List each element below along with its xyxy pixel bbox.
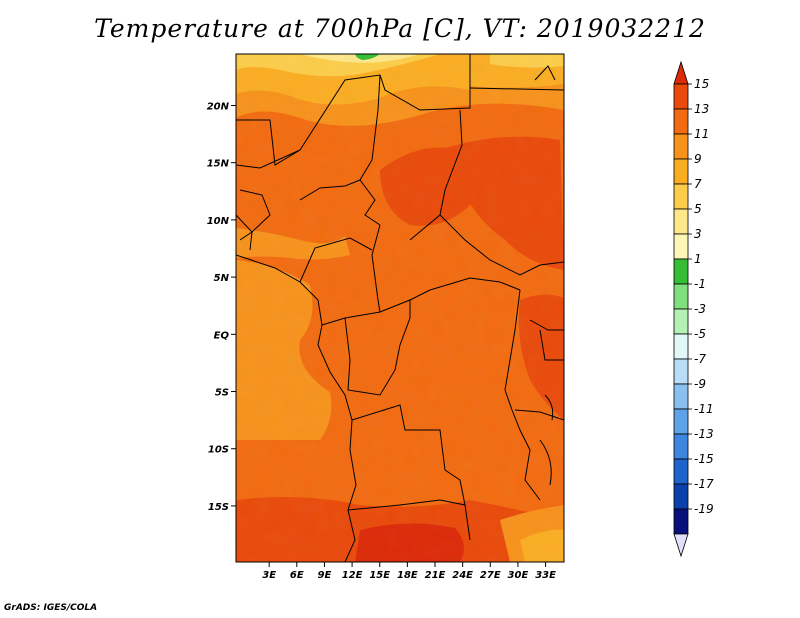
lon-tick-label: 21E xyxy=(425,570,446,581)
colorbar-swatch xyxy=(673,483,689,510)
colorbar-label: -19 xyxy=(694,502,714,516)
colorbar-label: -1 xyxy=(694,277,706,291)
lon-tick-label: 12E xyxy=(342,570,363,581)
colorbar-swatch xyxy=(673,183,689,210)
lon-tick-label: 3E xyxy=(262,570,276,581)
lat-tick-label: 15N xyxy=(207,159,230,170)
map-title: Temperature at 700hPa [C], VT: 201903221… xyxy=(94,14,706,43)
footer-credit: GrADS: IGES/COLA xyxy=(4,603,98,613)
lat-tick-label: 20N xyxy=(207,101,230,112)
colorbar-swatch xyxy=(673,283,689,310)
colorbar-swatch xyxy=(673,83,689,110)
colorbar-swatch xyxy=(673,133,689,160)
map-frame xyxy=(235,53,565,563)
colorbar-swatch xyxy=(673,358,689,385)
lat-tick-label: 5N xyxy=(214,273,230,284)
colorbar-swatch xyxy=(673,508,689,535)
colorbar-label: -3 xyxy=(694,302,706,316)
lat-tick-label: 10N xyxy=(207,216,230,227)
lat-tick-label: 5S xyxy=(215,388,229,399)
colorbar-swatch xyxy=(673,383,689,410)
colorbar: 15 13 11 9 7 5 3 1 -1 -3 -5 -7 -9 -11 -13 -15 -17 -19 xyxy=(673,60,714,558)
colorbar-label: 13 xyxy=(694,102,709,116)
colorbar-label: 7 xyxy=(694,177,702,191)
lon-tick-label: 6E xyxy=(290,570,304,581)
colorbar-label: -5 xyxy=(694,327,706,341)
colorbar-swatch xyxy=(673,308,689,335)
lon-tick-label: 9E xyxy=(318,570,332,581)
colorbar-bottom-arrow xyxy=(673,533,689,558)
colorbar-swatch xyxy=(673,258,689,285)
colorbar-swatch xyxy=(673,108,689,135)
lon-tick-label: 27E xyxy=(480,570,501,581)
lat-tick-label: 10S xyxy=(208,445,229,456)
colorbar-label: -11 xyxy=(694,402,714,416)
latitude-axis: 20N 15N 10N 5N EQ 5S 10S 15S xyxy=(207,101,236,513)
lon-tick-label: 24E xyxy=(452,570,473,581)
lon-tick-label: 18E xyxy=(397,570,418,581)
colorbar-swatch xyxy=(673,408,689,435)
colorbar-label: -15 xyxy=(694,452,714,466)
lat-tick-label: EQ xyxy=(214,330,230,341)
country-borders xyxy=(236,54,564,562)
lon-tick-label: 15E xyxy=(369,570,390,581)
colorbar-top-arrow xyxy=(673,60,689,85)
colorbar-swatch xyxy=(673,433,689,460)
lon-tick-label: 33E xyxy=(535,570,556,581)
longitude-axis: 3E 6E 9E 12E 15E 18E 21E 24E 27E 30E 33E xyxy=(262,562,556,581)
lat-tick-label: 15S xyxy=(208,502,229,513)
colorbar-label: -7 xyxy=(694,352,706,366)
colorbar-label: 3 xyxy=(694,227,702,241)
colorbar-swatch xyxy=(673,158,689,185)
colorbar-swatch xyxy=(673,208,689,235)
colorbar-label: 11 xyxy=(694,127,709,141)
colorbar-label: -13 xyxy=(694,427,714,441)
colorbar-label: 5 xyxy=(694,202,702,216)
colorbar-label: -17 xyxy=(694,477,714,491)
colorbar-label: 15 xyxy=(694,77,709,91)
temperature-field xyxy=(236,54,564,562)
colorbar-label: 9 xyxy=(694,152,702,166)
colorbar-swatch xyxy=(673,233,689,260)
colorbar-swatch xyxy=(673,458,689,485)
lon-tick-label: 30E xyxy=(508,570,529,581)
colorbar-swatch xyxy=(673,333,689,360)
colorbar-label: -9 xyxy=(694,377,706,391)
colorbar-label: 1 xyxy=(694,252,702,266)
